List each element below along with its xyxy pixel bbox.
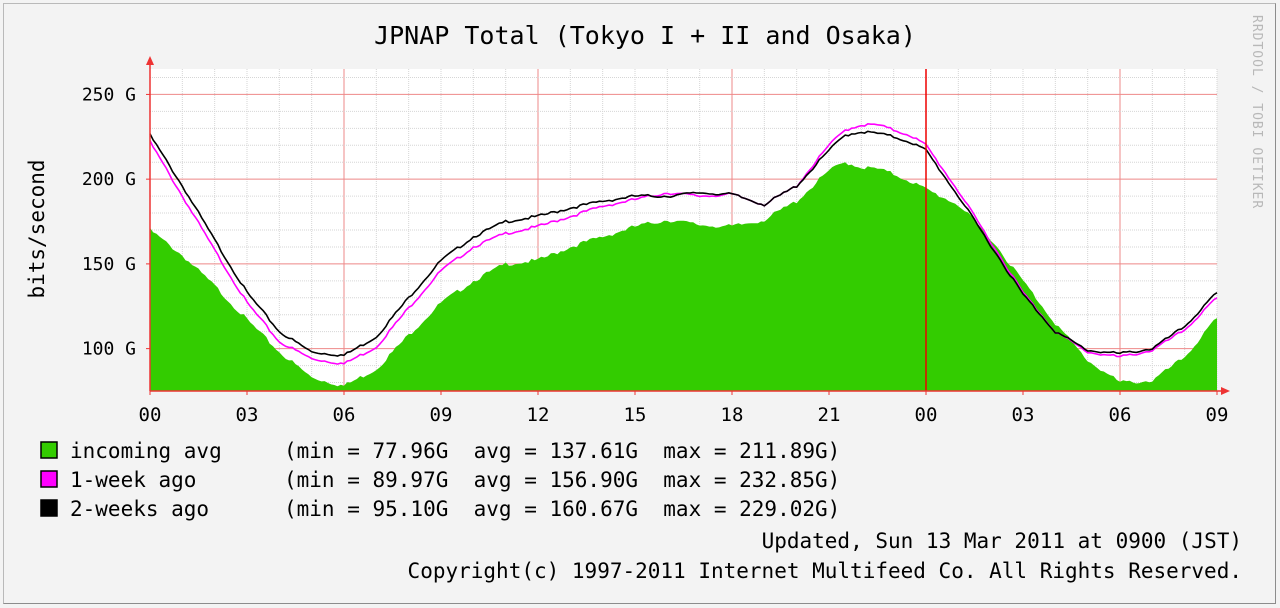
y-tick-label: 250 G — [82, 84, 136, 105]
x-tick-label: 15 — [624, 404, 647, 426]
x-axis-arrow — [1221, 387, 1230, 395]
legend-label: 2-weeks ago — [70, 497, 209, 521]
series-area-incoming-avg — [150, 162, 1217, 391]
tick-labels: 00 03 06 09 12 15 18 21 00 03 06 09 100 G 150 G 200 G 2… — [82, 84, 1229, 426]
rrdtool-watermark: RRDTOOL / TOBI OETIKER — [1249, 15, 1264, 209]
series-line-2-weeks-ago — [149, 130, 1218, 357]
x-tick-label: 09 — [430, 404, 453, 426]
legend-swatch — [40, 441, 58, 459]
legend-label: incoming avg — [70, 439, 222, 463]
copyright-text: Copyright(c) 1997-2011 Internet Multifee… — [408, 559, 1242, 583]
x-tick-label: 18 — [721, 404, 744, 426]
x-tick-label: 00 — [915, 404, 938, 426]
x-tick-label: 03 — [1012, 404, 1035, 426]
x-tick-label: 06 — [1109, 404, 1132, 426]
updated-text: Updated, Sun 13 Mar 2011 at 0900 (JST) — [762, 529, 1242, 553]
legend: incoming avg (min = 77.96G avg = 137.61G … — [40, 439, 840, 521]
legend-stats: (min = 77.96G avg = 137.61G max = 211.89… — [284, 439, 840, 463]
legend-stats: (min = 95.10G avg = 160.67G max = 229.02… — [284, 497, 840, 521]
x-tick-label: 09 — [1206, 404, 1229, 426]
chart-title: JPNAP Total (Tokyo I + II and Osaka) — [374, 21, 916, 50]
y-tick-label: 100 G — [82, 339, 136, 360]
y-axis-label: bits/second — [25, 159, 49, 298]
legend-swatch — [40, 499, 58, 517]
x-tick-label: 00 — [139, 404, 162, 426]
y-tick-label: 150 G — [82, 254, 136, 275]
legend-label: 1-week ago — [70, 468, 196, 492]
x-tick-label: 21 — [818, 404, 841, 426]
x-tick-label: 12 — [527, 404, 550, 426]
series-layer — [149, 122, 1218, 391]
y-axis-arrow — [146, 56, 154, 65]
x-tick-label: 06 — [333, 404, 356, 426]
y-tick-label: 200 G — [82, 169, 136, 190]
legend-swatch — [40, 470, 58, 488]
axes — [146, 56, 1230, 395]
x-tick-label: 03 — [236, 404, 259, 426]
legend-stats: (min = 89.97G avg = 156.90G max = 232.85… — [284, 468, 840, 492]
